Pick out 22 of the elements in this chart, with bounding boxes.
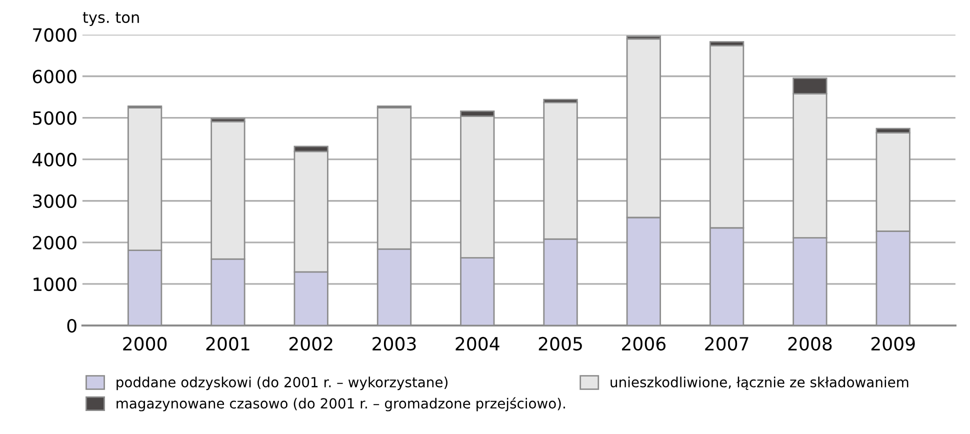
y-tick-label: 1000: [34, 277, 76, 292]
y-tick-label: 5000: [33, 111, 76, 125]
x-tick-label: 2000: [123, 336, 167, 351]
y-axis-title: tys. ton: [82, 12, 139, 26]
x-tick-label: 2002: [289, 336, 332, 351]
y-tick-label: 7000: [33, 28, 76, 42]
x-tick-label: 2009: [871, 336, 915, 351]
legend-label: magazynowane czasowo (do 2001 r. – gromadzone przejściowo).: [116, 397, 565, 412]
x-tick-label: 2003: [372, 336, 416, 351]
y-tick-label: 0: [67, 318, 76, 333]
y-tick-label: 3000: [33, 194, 76, 208]
y-tick-label: 2000: [32, 236, 76, 250]
x-tick-label: 2007: [705, 336, 748, 351]
x-tick-label: 2001: [206, 336, 250, 351]
y-tick-label: 6000: [32, 70, 76, 84]
legend-label: poddane odzyskowi (do 2001 r. – wykorzystane): [116, 376, 448, 390]
x-tick-label: 2006: [622, 336, 666, 351]
x-tick-label: 2004: [456, 336, 500, 351]
x-tick-label: 2005: [538, 336, 582, 351]
legend-label: unieszkodliwione, łącznie ze składowaniem: [610, 376, 908, 390]
x-tick-label: 2008: [788, 336, 832, 351]
y-tick-label: 4000: [32, 152, 76, 166]
